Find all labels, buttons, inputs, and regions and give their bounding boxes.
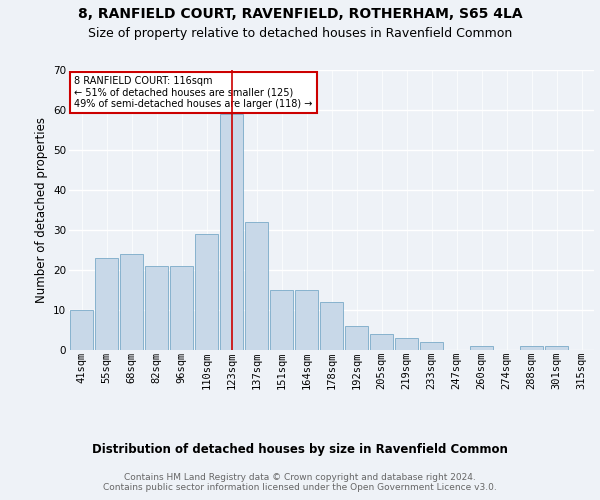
Bar bbox=[545, 346, 568, 350]
Text: 8 RANFIELD COURT: 116sqm
← 51% of detached houses are smaller (125)
49% of semi-: 8 RANFIELD COURT: 116sqm ← 51% of detach… bbox=[74, 76, 313, 109]
Bar bbox=[470, 346, 493, 350]
Y-axis label: Number of detached properties: Number of detached properties bbox=[35, 117, 47, 303]
Bar bbox=[370, 334, 393, 350]
Bar bbox=[270, 290, 293, 350]
Text: Contains HM Land Registry data © Crown copyright and database right 2024.
Contai: Contains HM Land Registry data © Crown c… bbox=[103, 472, 497, 492]
Bar bbox=[170, 266, 193, 350]
Bar bbox=[395, 338, 418, 350]
Bar bbox=[520, 346, 543, 350]
Bar bbox=[70, 310, 93, 350]
Bar bbox=[145, 266, 168, 350]
Bar bbox=[120, 254, 143, 350]
Bar bbox=[245, 222, 268, 350]
Bar bbox=[345, 326, 368, 350]
Bar bbox=[220, 114, 243, 350]
Bar bbox=[95, 258, 118, 350]
Bar bbox=[320, 302, 343, 350]
Text: 8, RANFIELD COURT, RAVENFIELD, ROTHERHAM, S65 4LA: 8, RANFIELD COURT, RAVENFIELD, ROTHERHAM… bbox=[77, 8, 523, 22]
Text: Distribution of detached houses by size in Ravenfield Common: Distribution of detached houses by size … bbox=[92, 442, 508, 456]
Text: Size of property relative to detached houses in Ravenfield Common: Size of property relative to detached ho… bbox=[88, 28, 512, 40]
Bar bbox=[295, 290, 318, 350]
Bar bbox=[420, 342, 443, 350]
Bar bbox=[195, 234, 218, 350]
